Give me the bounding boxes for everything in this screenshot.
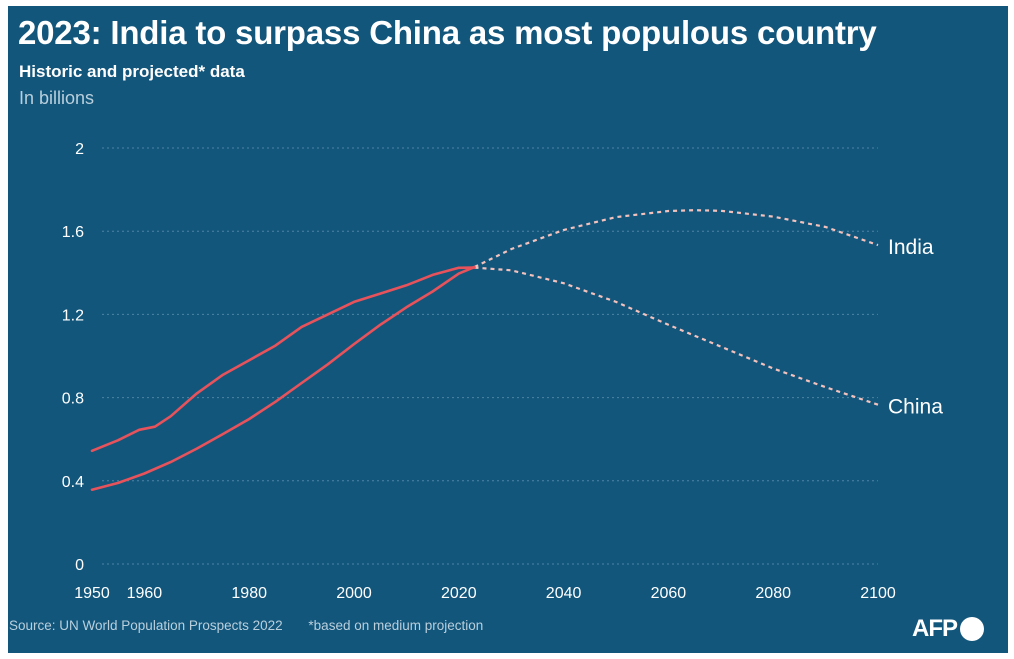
y-axis-ticks: 0 0.4 0.8 1.2 1.6 2 [62, 141, 84, 574]
x-tick-label: 2040 [546, 585, 582, 602]
x-tick-label: 2020 [441, 585, 477, 602]
y-tick-label: 2 [75, 141, 84, 158]
china-label: China [888, 396, 943, 419]
chart-card [8, 6, 1008, 653]
y-tick-label: 0.4 [62, 474, 84, 491]
x-tick-label: 2100 [860, 585, 896, 602]
chart-subtitle: Historic and projected* data [19, 62, 245, 81]
gridlines [102, 147, 878, 565]
china-projected-line [474, 266, 879, 406]
y-tick-label: 0.8 [62, 391, 84, 408]
y-tick-label: 1.6 [62, 224, 84, 241]
afp-logo: AFP [912, 615, 984, 643]
x-tick-label: 2080 [755, 585, 791, 602]
unit-label: In billions [19, 88, 95, 108]
series-labels: India China [888, 236, 943, 419]
india-projected-line [474, 209, 879, 268]
logo-text: AFP [912, 615, 958, 642]
series-lines [90, 209, 879, 491]
x-tick-label: 1950 [74, 585, 110, 602]
x-tick-label: 1960 [127, 585, 163, 602]
x-tick-label: 2060 [651, 585, 687, 602]
x-axis-ticks: 1950 1960 1980 2000 2020 2040 2060 2080 2100 [74, 585, 896, 602]
projection-note: *based on medium projection [308, 618, 484, 633]
chart-title: 2023: India to surpass China as most pop… [18, 14, 877, 51]
china-historic-line [90, 266, 476, 453]
y-tick-label: 1.2 [62, 307, 84, 324]
india-label: India [888, 236, 934, 259]
footer: Source: UN World Population Prospects 20… [9, 618, 505, 633]
line-chart: 0 0.4 0.8 1.2 1.6 2 1950 1960 1980 2000 2020 2040 2… [62, 141, 943, 602]
india-historic-line [90, 265, 476, 491]
y-tick-label: 0 [75, 557, 84, 574]
x-tick-label: 2000 [336, 585, 372, 602]
source-note: Source: UN World Population Prospects 20… [9, 618, 283, 633]
x-tick-label: 1980 [231, 585, 267, 602]
logo-dot [960, 617, 984, 641]
